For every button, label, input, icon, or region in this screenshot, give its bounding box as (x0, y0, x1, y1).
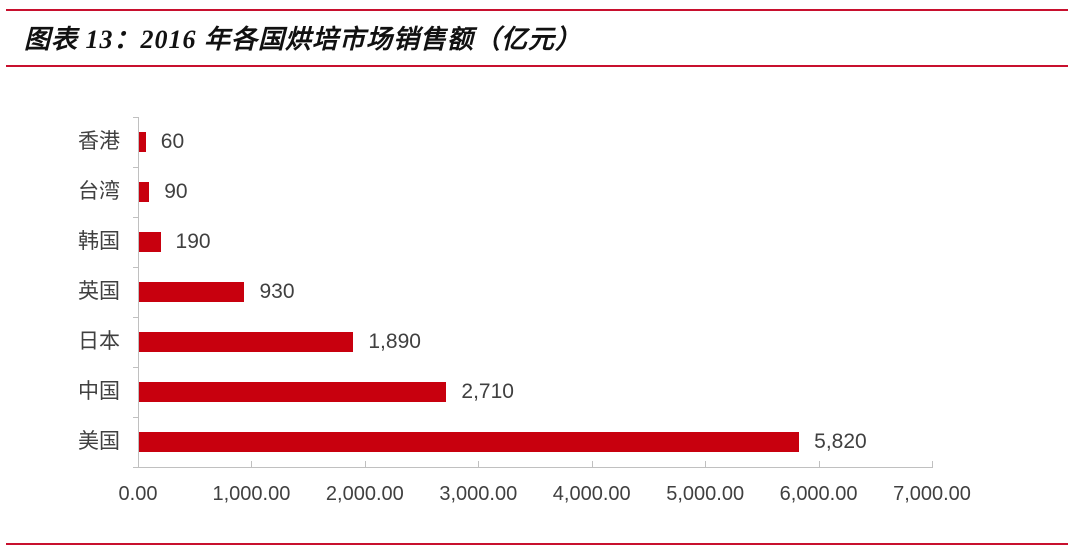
value-label: 930 (259, 280, 295, 303)
y-axis-tick (133, 367, 138, 368)
bar (139, 182, 150, 202)
top-rule (6, 9, 1068, 11)
x-axis-tick (251, 461, 253, 467)
y-axis-tick (133, 267, 138, 268)
y-axis-tick (133, 217, 138, 218)
x-axis-tick-label: 6,000.00 (779, 483, 858, 505)
x-axis-tick (138, 461, 139, 467)
category-label: 中国 (78, 380, 120, 403)
value-label: 1,890 (368, 330, 421, 353)
bar (139, 382, 447, 402)
chart-title: 图表 13：2016 年各国烘培市场销售额（亿元） (24, 25, 583, 54)
y-axis-tick (133, 167, 138, 168)
y-axis-tick (133, 117, 138, 118)
value-label: 2,710 (461, 380, 514, 403)
y-axis (138, 117, 139, 468)
category-label: 香港 (78, 130, 120, 153)
y-axis-tick (133, 317, 138, 318)
category-label: 日本 (78, 330, 120, 353)
x-axis-tick-label: 4,000.00 (552, 483, 631, 505)
x-axis-tick-label: 2,000.00 (325, 483, 404, 505)
bottom-rule (6, 543, 1068, 545)
x-axis-tick (818, 461, 820, 467)
bar (139, 332, 354, 352)
y-axis-tick (133, 417, 138, 418)
bar (139, 432, 800, 452)
x-axis-tick-label: 0.00 (118, 483, 158, 505)
title-underline (6, 65, 1068, 67)
value-label: 190 (175, 230, 211, 253)
x-axis-tick (478, 461, 480, 467)
x-axis-tick-label: 3,000.00 (439, 483, 518, 505)
x-axis (133, 467, 933, 468)
x-axis-tick-label: 1,000.00 (212, 483, 291, 505)
x-axis-tick (932, 461, 933, 467)
x-axis-tick-label: 7,000.00 (893, 483, 971, 505)
bar (139, 232, 161, 252)
category-label: 英国 (78, 280, 120, 303)
value-label: 90 (164, 180, 188, 203)
bar (139, 282, 245, 302)
bar (139, 132, 146, 152)
x-axis-tick (364, 461, 366, 467)
value-label: 60 (160, 130, 185, 153)
category-label: 美国 (78, 430, 120, 453)
category-label: 台湾 (78, 180, 120, 203)
y-axis-tick (133, 467, 138, 468)
x-axis-tick-label: 5,000.00 (666, 483, 745, 505)
x-axis-tick (591, 461, 593, 467)
x-axis-tick (705, 461, 707, 467)
category-label: 韩国 (78, 230, 120, 253)
value-label: 5,820 (814, 430, 867, 453)
